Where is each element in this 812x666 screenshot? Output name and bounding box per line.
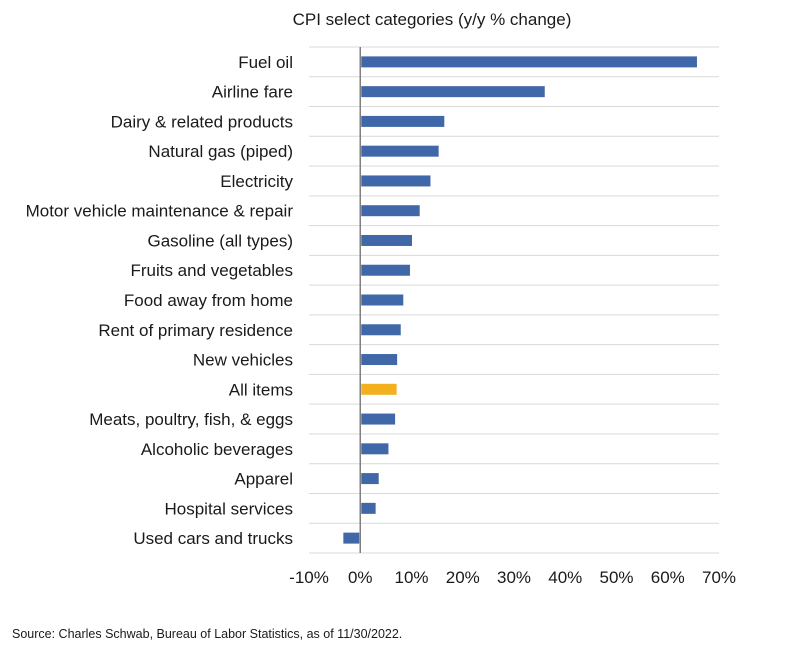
category-label: Airline fare [212, 83, 293, 102]
category-label: Used cars and trucks [133, 529, 293, 548]
x-tick-label: 60% [651, 568, 685, 587]
category-label: Natural gas (piped) [148, 142, 293, 161]
category-label: Fruits and vegetables [130, 261, 293, 280]
bar [361, 443, 389, 455]
category-label: Food away from home [124, 291, 293, 310]
category-labels: Fuel oil Airline fare Dairy & related prod… [26, 53, 294, 548]
bar [361, 324, 401, 336]
bar [361, 205, 420, 217]
x-axis-ticks: -10% 0% 10% 20% 30% 40% 50% 60% 70% [289, 568, 736, 587]
x-tick-label: 30% [497, 568, 531, 587]
category-label: Apparel [234, 470, 293, 489]
category-label: New vehicles [193, 351, 293, 370]
category-label: Meats, poultry, fish, & eggs [89, 410, 293, 429]
bar [361, 56, 697, 68]
x-tick-label: 40% [548, 568, 582, 587]
x-tick-label: 20% [446, 568, 480, 587]
bar [361, 354, 398, 366]
x-tick-label: 70% [702, 568, 736, 587]
category-label: Motor vehicle maintenance & repair [26, 202, 294, 221]
bar [361, 413, 396, 425]
category-label: Hospital services [165, 499, 294, 518]
category-label: Gasoline (all types) [147, 231, 293, 250]
bar [361, 175, 431, 187]
bar [361, 86, 545, 98]
category-label: Dairy & related products [111, 112, 293, 131]
category-label: Fuel oil [238, 53, 293, 72]
bar [343, 532, 360, 544]
bar [361, 264, 410, 276]
x-tick-label: 10% [394, 568, 428, 587]
category-label: Rent of primary residence [98, 321, 293, 340]
source-note: Source: Charles Schwab, Bureau of Labor … [12, 627, 403, 641]
bar [361, 473, 379, 485]
x-tick-label: 50% [599, 568, 633, 587]
category-label: Alcoholic beverages [141, 440, 293, 459]
x-tick-label: 0% [348, 568, 373, 587]
x-tick-label: -10% [289, 568, 329, 587]
bar [361, 383, 397, 395]
grid-lines [309, 46, 719, 554]
bar [361, 502, 376, 514]
bar [361, 145, 439, 157]
category-label: Electricity [220, 172, 293, 191]
bar [361, 294, 404, 306]
category-label: All items [229, 380, 293, 399]
bar [361, 234, 413, 246]
bar [361, 115, 445, 127]
bars [343, 47, 697, 553]
chart-title: CPI select categories (y/y % change) [293, 10, 572, 29]
